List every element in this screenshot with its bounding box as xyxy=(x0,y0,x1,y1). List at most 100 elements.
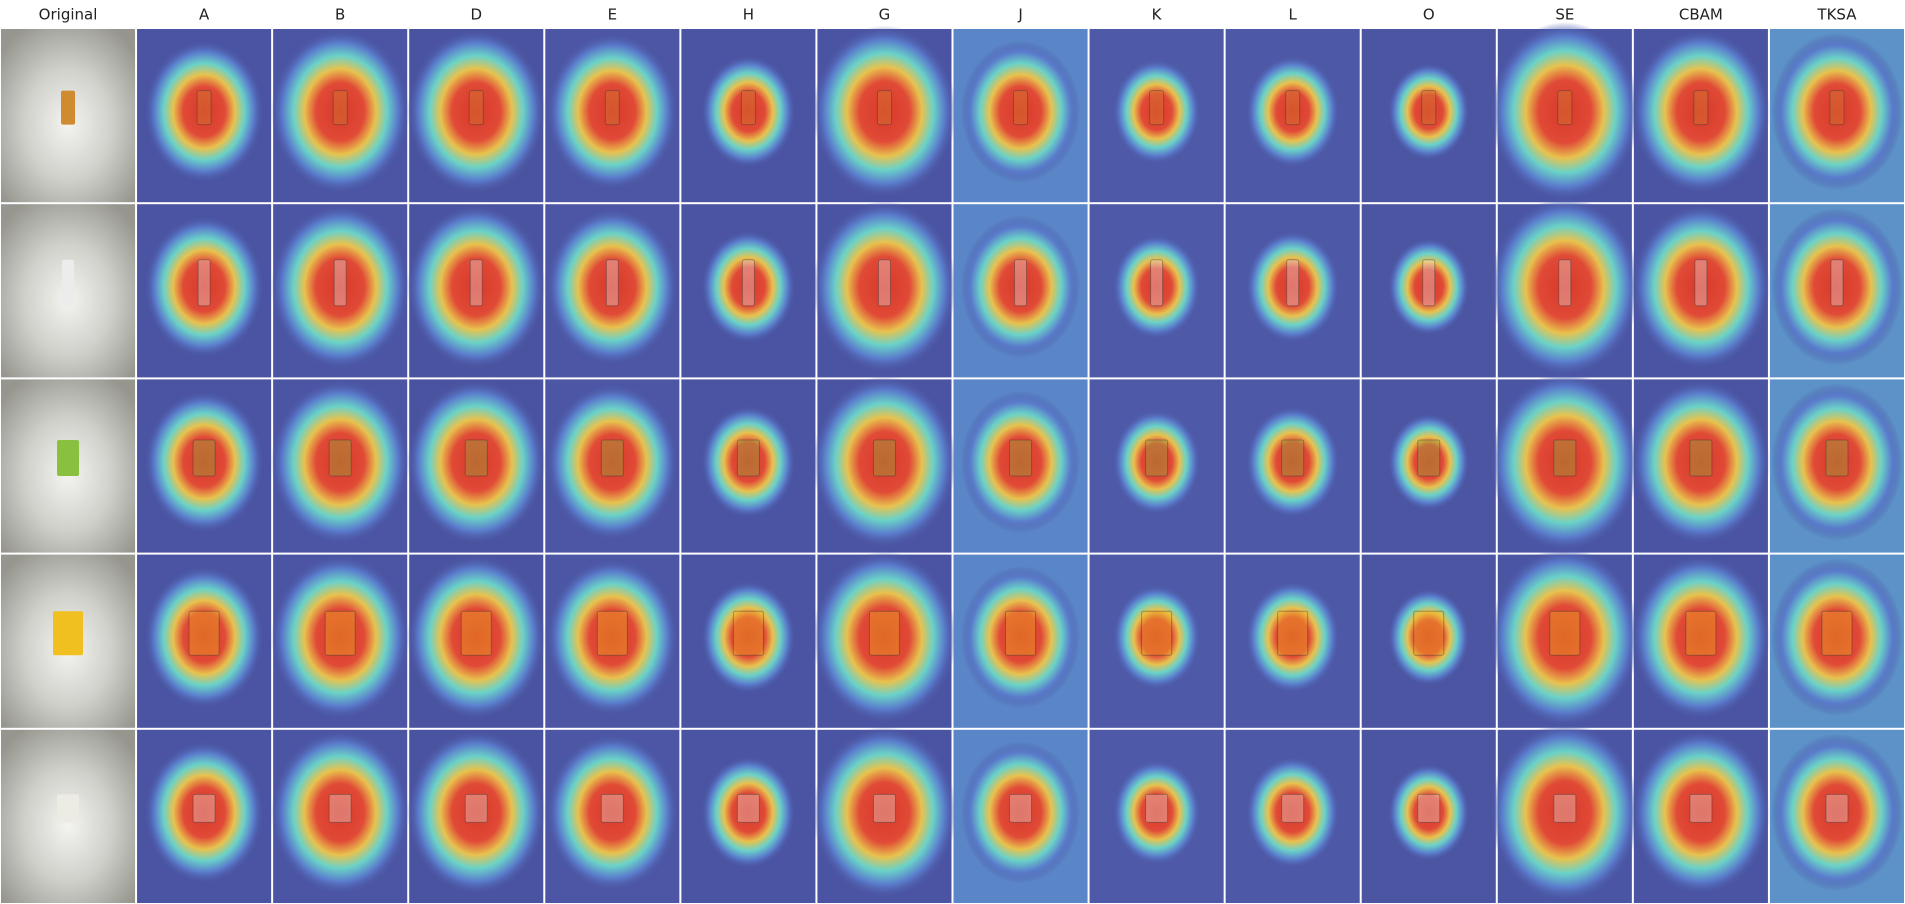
heat-blob xyxy=(701,230,796,344)
object xyxy=(872,793,896,823)
object xyxy=(1005,610,1037,656)
object xyxy=(732,610,764,656)
object xyxy=(1413,610,1445,656)
object xyxy=(192,793,216,823)
heat-blob xyxy=(407,29,546,194)
object xyxy=(1281,793,1305,823)
heat-blob xyxy=(546,33,679,191)
heat-blob xyxy=(1631,730,1770,895)
object xyxy=(1417,793,1441,823)
object xyxy=(1549,610,1581,656)
heat-blob xyxy=(546,383,679,541)
heat-blob xyxy=(812,200,957,373)
heat-blob xyxy=(1387,237,1470,336)
heat-blob xyxy=(1489,21,1640,202)
heat-blob xyxy=(271,204,410,370)
object xyxy=(736,793,760,823)
heat-blob xyxy=(271,554,410,720)
column-header: O xyxy=(1423,6,1435,24)
heat-blob xyxy=(407,204,546,370)
heat-blob xyxy=(271,29,410,194)
object xyxy=(1281,439,1305,477)
object xyxy=(1150,259,1164,307)
object xyxy=(460,610,492,656)
object xyxy=(1417,439,1441,477)
heat-blob xyxy=(1245,55,1340,168)
object xyxy=(600,439,624,477)
object xyxy=(1689,439,1713,477)
column-header: E xyxy=(608,6,617,24)
object xyxy=(1558,259,1572,307)
heat-blob xyxy=(1387,588,1470,687)
object xyxy=(1149,90,1165,126)
heat-blob xyxy=(407,379,546,545)
heat-blob xyxy=(960,741,1081,884)
heat-blob xyxy=(701,405,796,519)
column-header: Original xyxy=(39,6,98,24)
object xyxy=(740,90,756,126)
heat-blob xyxy=(144,566,264,709)
object xyxy=(1694,259,1708,307)
object xyxy=(872,439,896,477)
heat-blob xyxy=(701,580,796,694)
object xyxy=(1693,90,1709,126)
object xyxy=(1422,259,1436,307)
column-header: A xyxy=(199,6,210,24)
object xyxy=(1141,610,1173,656)
column-header: H xyxy=(743,6,754,24)
object xyxy=(876,90,892,126)
object xyxy=(604,90,620,126)
heat-blob xyxy=(1112,759,1201,866)
object xyxy=(1277,610,1309,656)
heat-blob xyxy=(960,390,1081,534)
object xyxy=(868,610,900,656)
heat-blob xyxy=(144,40,264,183)
object xyxy=(1145,793,1169,823)
object xyxy=(1821,610,1853,656)
column-header: L xyxy=(1288,6,1297,24)
heat-blob xyxy=(407,554,546,720)
object xyxy=(1286,259,1300,307)
object xyxy=(324,610,356,656)
heat-blob xyxy=(144,215,264,358)
heat-blob xyxy=(1245,230,1340,344)
object xyxy=(1825,439,1849,477)
column-header: SE xyxy=(1555,6,1574,24)
object xyxy=(328,793,352,823)
object xyxy=(188,610,220,656)
object xyxy=(62,259,75,306)
heat-blob xyxy=(144,741,264,884)
heat-blob xyxy=(960,215,1081,358)
heat-blob xyxy=(1245,580,1340,694)
heat-blob xyxy=(812,25,957,198)
column-header: J xyxy=(1017,6,1022,24)
heat-blob xyxy=(1771,558,1903,716)
heat-blob xyxy=(1489,197,1640,377)
heat-blob xyxy=(1387,62,1470,161)
object xyxy=(1009,793,1033,823)
object xyxy=(333,259,347,307)
heat-blob xyxy=(1387,413,1470,511)
object xyxy=(1009,439,1033,477)
heat-blob xyxy=(1112,58,1201,165)
object xyxy=(600,793,624,823)
object xyxy=(1013,90,1029,126)
heat-blob xyxy=(960,40,1081,183)
heat-blob xyxy=(1631,29,1770,194)
object xyxy=(1557,90,1573,126)
object xyxy=(1830,259,1844,307)
object xyxy=(464,793,488,823)
object xyxy=(57,440,80,476)
object xyxy=(53,611,84,656)
object xyxy=(192,439,216,477)
heat-blob xyxy=(271,730,410,895)
heat-blob xyxy=(1631,204,1770,370)
object xyxy=(1829,90,1845,126)
heat-blob xyxy=(546,558,679,716)
heat-blob xyxy=(1245,756,1340,869)
heat-blob xyxy=(960,566,1081,709)
object xyxy=(1145,439,1169,477)
heat-blob xyxy=(1489,372,1640,552)
object xyxy=(596,610,628,656)
